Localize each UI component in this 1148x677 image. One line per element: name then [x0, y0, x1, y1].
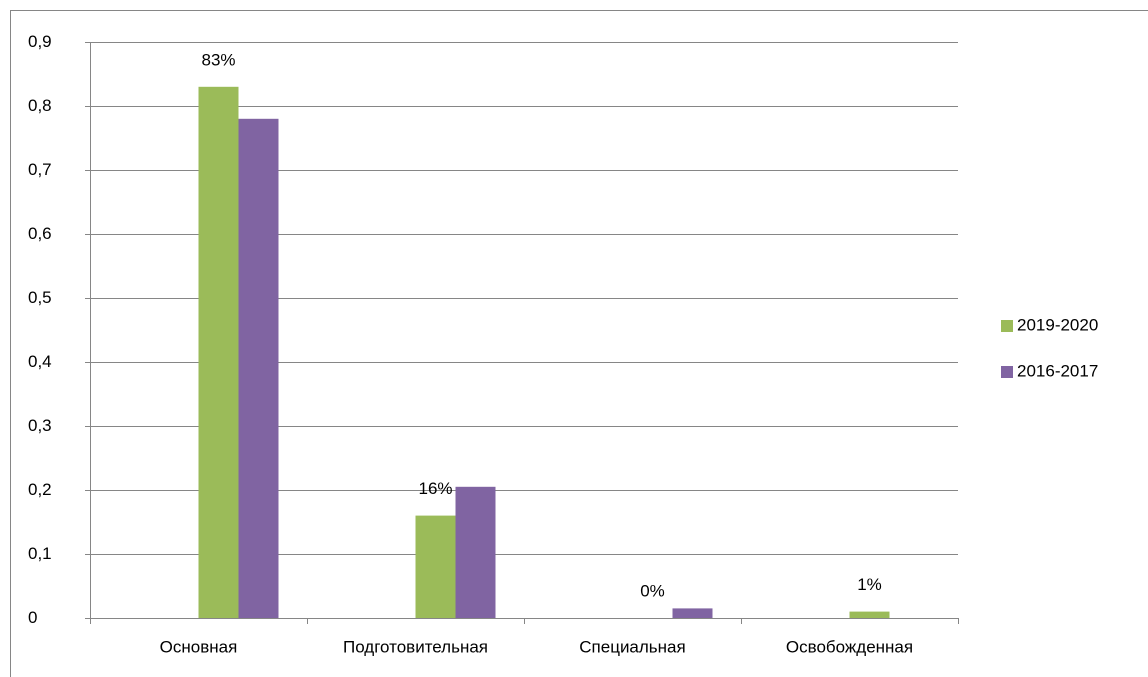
data-label: 1%	[857, 575, 882, 594]
x-tick-label: Основная	[160, 637, 238, 656]
bar	[238, 118, 279, 619]
chart-frame	[10, 10, 1148, 677]
bar	[415, 515, 456, 618]
bar	[455, 486, 496, 618]
y-tick-label: 0,8	[28, 96, 52, 115]
data-label: 16%	[418, 479, 452, 498]
y-tick-label: 0,9	[28, 32, 52, 51]
y-tick-label: 0,1	[28, 544, 52, 563]
legend-label: 2016-2017	[1017, 361, 1098, 380]
bar	[198, 86, 239, 619]
bar	[672, 608, 713, 618]
data-label: 83%	[201, 50, 235, 69]
legend-swatch	[1001, 366, 1013, 378]
y-tick-label: 0,2	[28, 480, 52, 499]
y-tick-label: 0,3	[28, 416, 52, 435]
y-tick-label: 0,6	[28, 224, 52, 243]
legend-swatch	[1001, 320, 1013, 332]
x-tick-label: Освобожденная	[786, 637, 913, 656]
bar	[849, 611, 890, 618]
legend-label: 2019-2020	[1017, 315, 1098, 334]
y-tick-label: 0,5	[28, 288, 52, 307]
y-tick-label: 0,4	[28, 352, 52, 371]
y-tick-label: 0	[28, 608, 37, 627]
y-tick-label: 0,7	[28, 160, 52, 179]
x-tick-label: Специальная	[579, 637, 685, 656]
data-label: 0%	[640, 581, 665, 600]
x-tick-label: Подготовительная	[343, 637, 488, 656]
